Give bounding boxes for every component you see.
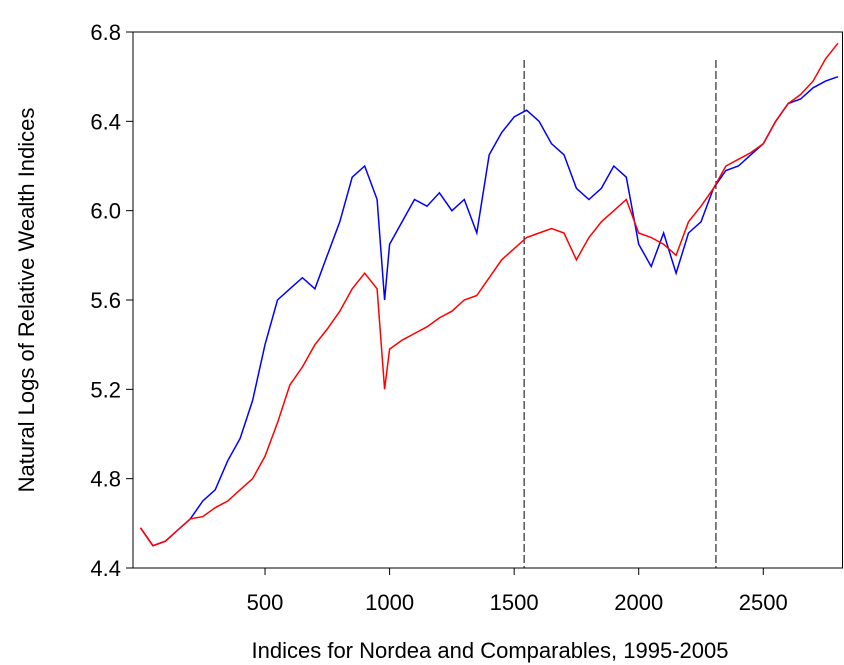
x-axis-label: Indices for Nordea and Comparables, 1995… (252, 638, 729, 663)
y-axis-label: Natural Logs of Relative Wealth Indices (14, 108, 39, 493)
y-tick-label: 6.4 (90, 109, 121, 134)
plot-frame (132, 31, 843, 569)
y-tick-label: 5.2 (90, 377, 121, 402)
x-tick-label: 1500 (490, 590, 539, 615)
y-tick-label: 4.8 (90, 467, 121, 492)
y-tick-label: 5.6 (90, 288, 121, 313)
data-line (139, 75, 839, 547)
y-tick-label: 6.0 (90, 199, 121, 224)
x-tick-label: 500 (247, 590, 284, 615)
y-tick-label: 4.4 (90, 556, 121, 581)
x-tick-label: 2500 (739, 590, 788, 615)
x-tick-label: 1000 (365, 590, 414, 615)
data-line (139, 42, 839, 547)
y-tick-label: 6.8 (90, 20, 121, 45)
x-tick-label: 2000 (614, 590, 663, 615)
